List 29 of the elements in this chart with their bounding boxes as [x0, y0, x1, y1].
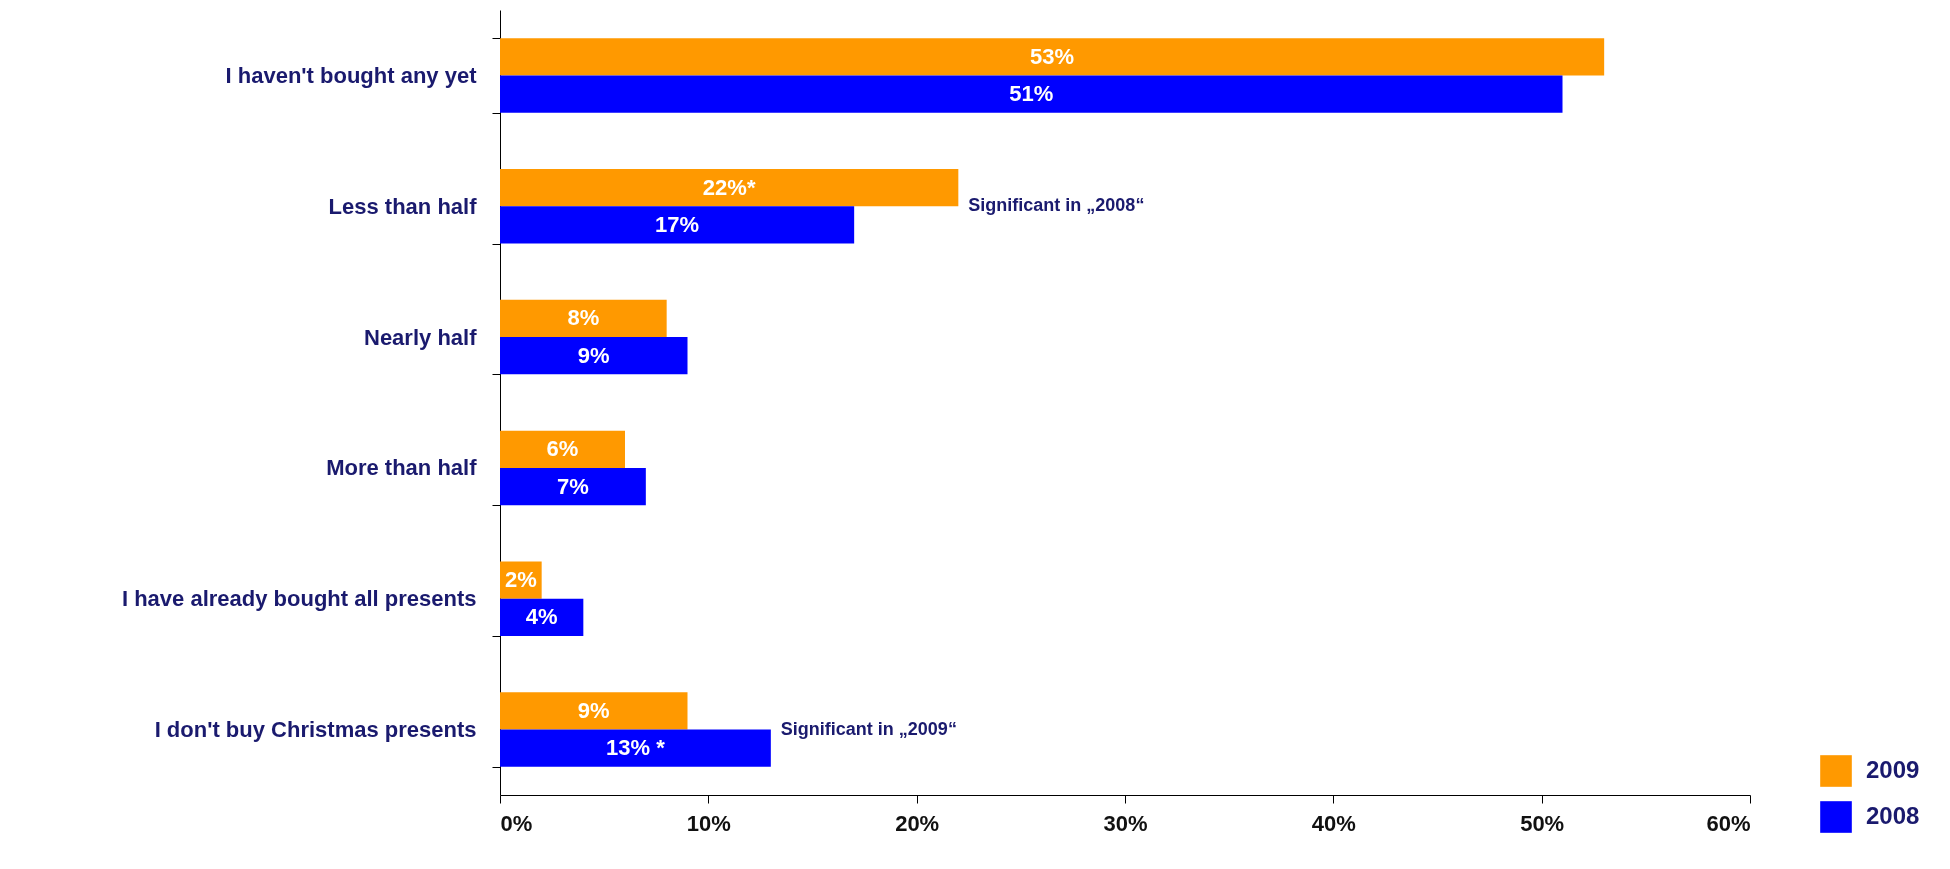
data-label: 2%	[504, 567, 537, 593]
data-label: 51%	[1009, 81, 1054, 107]
y-tick-label: More than half	[326, 455, 478, 481]
annotation: Significant in „2009“	[780, 718, 957, 739]
legend-label: 2008	[1866, 802, 1920, 829]
x-tick-label: 60%	[1706, 810, 1751, 836]
x-tick-label: 0%	[500, 810, 533, 836]
x-tick-label: 40%	[1311, 810, 1356, 836]
data-label: 8%	[567, 305, 600, 331]
x-tick-label: 20%	[895, 810, 940, 836]
y-tick-label: Nearly half	[364, 324, 478, 350]
y-tick-label: I haven't bought any yet	[225, 62, 478, 88]
legend-label: 2009	[1866, 756, 1920, 783]
annotation: Significant in „2008“	[968, 195, 1145, 216]
y-tick-label: I don't buy Christmas presents	[154, 717, 477, 743]
x-tick-label: 10%	[686, 810, 731, 836]
data-label: 53%	[1030, 43, 1075, 69]
y-tick-label: Less than half	[328, 193, 478, 219]
data-label: 22%*	[702, 174, 756, 200]
data-label: 17%	[655, 211, 700, 237]
y-tick-label: I have already bought all presents	[121, 586, 477, 612]
data-label: 9%	[577, 697, 610, 723]
x-tick-label: 30%	[1103, 810, 1148, 836]
data-label: 13% *	[606, 735, 666, 761]
data-label: 6%	[546, 436, 579, 462]
data-label: 9%	[577, 342, 610, 368]
x-tick-label: 50%	[1520, 810, 1565, 836]
data-label: 7%	[557, 473, 589, 499]
data-label: 4%	[525, 604, 558, 630]
